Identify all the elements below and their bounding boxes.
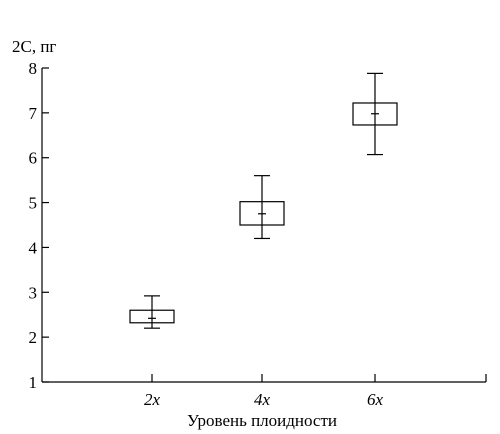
boxes: 2x 4x 6x (129, 72, 398, 409)
box-4x: 4x (239, 175, 285, 409)
y-axis-ticks: 1 2 3 4 5 6 7 8 (29, 59, 49, 392)
y-tick-label: 3 (29, 283, 38, 302)
box-2x: 2x (129, 295, 175, 409)
category-label: 6x (367, 390, 384, 409)
axes (41, 68, 487, 383)
y-tick-label: 5 (29, 194, 38, 213)
x-axis-label: Уровень плоидности (187, 411, 337, 430)
y-tick-label: 6 (29, 149, 38, 168)
y-tick-label: 4 (29, 238, 38, 257)
y-tick-label: 7 (29, 104, 38, 123)
y-tick-label: 8 (29, 59, 38, 78)
y-tick-label: 2 (29, 328, 38, 347)
y-tick-label: 1 (29, 373, 38, 392)
category-label: 2x (144, 390, 161, 409)
box-6x: 6x (352, 72, 398, 409)
y-axis-label: 2C, пг (12, 37, 56, 56)
category-label: 4x (254, 390, 271, 409)
